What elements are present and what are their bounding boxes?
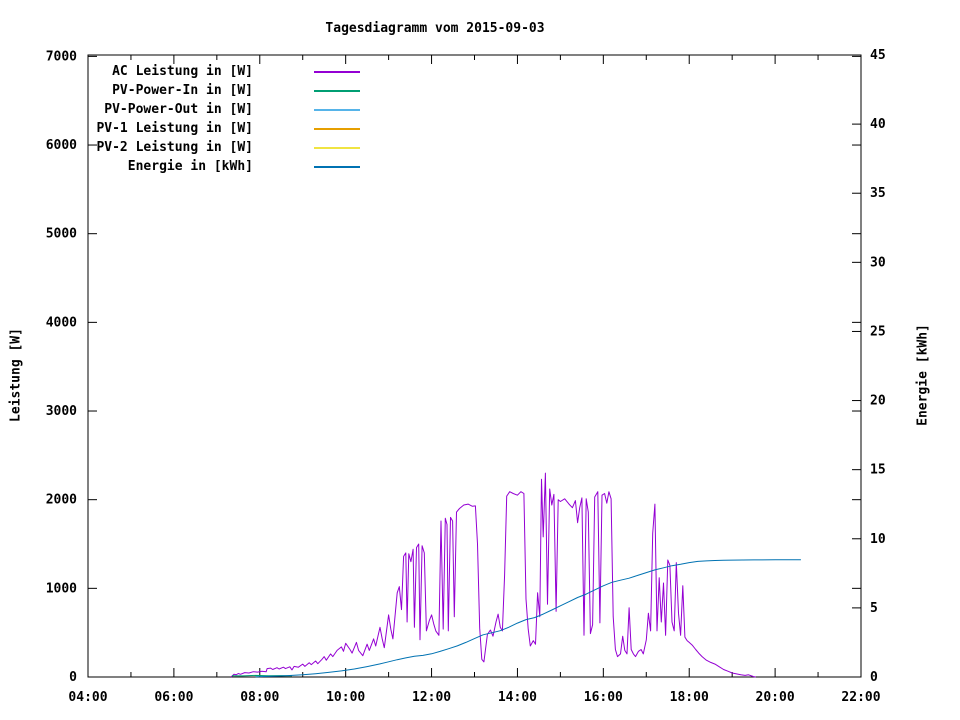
- legend-line-sample: [314, 70, 360, 73]
- y-axis-label-right: Energie [kWh]: [915, 324, 931, 426]
- legend-item-ac-power: AC Leistung in [W]: [95, 62, 360, 81]
- y-right-tick-label: 20: [870, 394, 886, 409]
- legend: AC Leistung in [W] PV-Power-In in [W] PV…: [95, 62, 360, 176]
- series-line-5: [255, 559, 801, 678]
- legend-label: AC Leistung in [W]: [112, 64, 253, 79]
- legend-line-sample: [314, 146, 360, 149]
- y-axis-label-left: Leistung [W]: [8, 328, 24, 422]
- y-right-tick-label: 10: [870, 532, 886, 547]
- legend-label: Energie in [kWh]: [127, 159, 253, 174]
- y-right-tick-label: 40: [870, 117, 886, 132]
- legend-item-pv-power-in: PV-Power-In in [W]: [95, 81, 360, 100]
- y-right-tick-label: 25: [870, 324, 886, 339]
- legend-line-sample: [314, 127, 360, 130]
- y-left-tick-label: 2000: [46, 493, 77, 508]
- x-tick-label: 08:00: [240, 690, 279, 705]
- x-tick-label: 22:00: [841, 690, 880, 705]
- legend-label: PV-Power-Out in [W]: [104, 102, 253, 117]
- x-tick-label: 06:00: [154, 690, 193, 705]
- y-right-tick-label: 45: [870, 48, 886, 63]
- legend-label: PV-Power-In in [W]: [112, 83, 253, 98]
- y-left-tick-label: 1000: [46, 581, 77, 596]
- y-left-tick-label: 7000: [46, 49, 77, 64]
- x-tick-label: 18:00: [670, 690, 709, 705]
- legend-label: PV-2 Leistung in [W]: [96, 140, 253, 155]
- x-tick-label: 04:00: [68, 690, 107, 705]
- y-right-tick-label: 30: [870, 255, 886, 270]
- x-tick-label: 14:00: [498, 690, 537, 705]
- y-left-tick-label: 3000: [46, 404, 77, 419]
- x-tick-label: 10:00: [326, 690, 365, 705]
- legend-line-sample: [314, 165, 360, 168]
- legend-line-sample: [314, 89, 360, 92]
- y-left-tick-label: 6000: [46, 138, 77, 153]
- y-right-tick-label: 35: [870, 186, 886, 201]
- y-left-tick-label: 4000: [46, 315, 77, 330]
- y-left-tick-label: 0: [69, 670, 77, 685]
- series-line-0: [230, 472, 756, 678]
- legend-item-pv1-power: PV-1 Leistung in [W]: [95, 119, 360, 138]
- legend-item-pv2-power: PV-2 Leistung in [W]: [95, 138, 360, 157]
- x-tick-label: 16:00: [584, 690, 623, 705]
- y-left-tick-label: 5000: [46, 227, 77, 242]
- legend-label: PV-1 Leistung in [W]: [96, 121, 253, 136]
- legend-line-sample: [314, 108, 360, 111]
- x-tick-label: 12:00: [412, 690, 451, 705]
- y-right-tick-label: 0: [870, 670, 878, 685]
- x-tick-label: 20:00: [756, 690, 795, 705]
- legend-item-pv-power-out: PV-Power-Out in [W]: [95, 100, 360, 119]
- y-right-tick-label: 5: [870, 601, 878, 616]
- y-right-tick-label: 15: [870, 463, 886, 478]
- legend-item-energy: Energie in [kWh]: [95, 157, 360, 176]
- chart-title: Tagesdiagramm vom 2015-09-03: [325, 21, 545, 36]
